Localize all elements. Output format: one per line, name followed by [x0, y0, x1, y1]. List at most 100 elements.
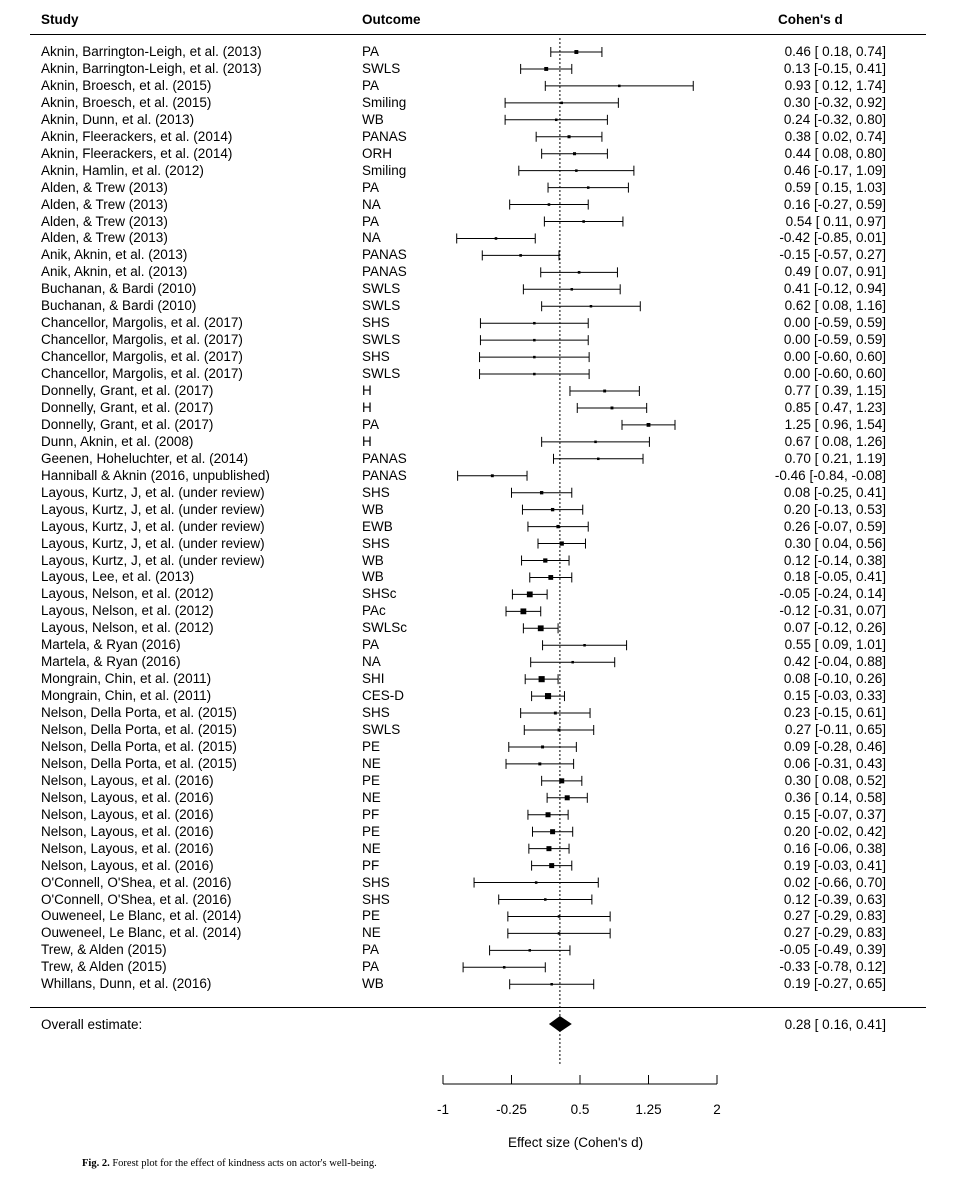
study-name: Nelson, Layous, et al. (2016)	[41, 840, 214, 856]
effect-ci-text: -0.12 [-0.31, 0.07]	[779, 603, 886, 619]
effect-point	[544, 66, 549, 71]
effect-ci-text: 0.38 [ 0.02, 0.74]	[784, 128, 886, 144]
effect-ci-text: 0.30 [-0.32, 0.92]	[783, 94, 886, 110]
effect-ci-text: 0.09 [-0.28, 0.46]	[783, 738, 886, 754]
study-name: Martela, & Ryan (2016)	[41, 637, 181, 653]
outcome-name: SWLS	[362, 332, 401, 348]
effect-point	[533, 338, 536, 342]
outcome-name: SHS	[362, 484, 390, 500]
study-name: Nelson, Layous, et al. (2016)	[41, 857, 214, 873]
effect-point	[557, 728, 561, 732]
outcome-name: PF	[362, 857, 380, 873]
caption-label: Fig. 2.	[82, 1158, 110, 1169]
outcome-name: SHS	[362, 315, 390, 331]
outcome-name: PA	[362, 179, 380, 195]
table-row: Nelson, Layous, et al. (2016) PE 0.20 [-0.…	[0, 823, 956, 840]
outcome-name: SWLS	[362, 60, 401, 76]
effect-point	[557, 915, 561, 918]
table-row: Dunn, Aknin, et al. (2008) H 0.67 [ 0.08, …	[0, 433, 956, 450]
table-row: Layous, Lee, et al. (2013) WB 0.18 [-0.05,…	[0, 568, 956, 585]
table-row: Aknin, Dunn, et al. (2013) WB 0.24 [-0.32,…	[0, 111, 956, 128]
study-name: O'Connell, O'Shea, et al. (2016)	[41, 874, 232, 890]
effect-ci-text: 1.25 [ 0.96, 1.54]	[784, 416, 886, 432]
study-name: Nelson, Layous, et al. (2016)	[41, 823, 214, 839]
study-name: Donnelly, Grant, et al. (2017)	[41, 383, 214, 398]
effect-ci-text: 0.27 [-0.11, 0.65]	[784, 722, 886, 737]
outcome-name: WB	[362, 569, 384, 585]
effect-ci-text: 0.41 [-0.12, 0.94]	[783, 281, 886, 297]
figure-caption: Fig. 2. Forest plot for the effect of ki…	[82, 1158, 377, 1169]
effect-point	[597, 457, 600, 461]
table-row: Layous, Kurtz, J, et al. (under review) S…	[0, 484, 956, 501]
outcome-name: SWLS	[362, 298, 401, 314]
effect-point	[570, 288, 574, 291]
outcome-name: PE	[362, 823, 381, 839]
effect-point	[520, 608, 527, 615]
study-name: Nelson, Layous, et al. (2016)	[41, 806, 214, 822]
effect-point	[494, 237, 498, 240]
outcome-name: SWLS	[362, 366, 401, 382]
study-name: Dunn, Aknin, et al. (2008)	[41, 433, 194, 449]
effect-point	[550, 983, 553, 986]
outcome-name: PANAS	[362, 450, 407, 466]
effect-ci-text: 0.00 [-0.59, 0.59]	[783, 332, 886, 348]
table-row: Nelson, Layous, et al. (2016) NE 0.36 [ 0.…	[0, 789, 956, 806]
study-name: Mongrain, Chin, et al. (2011)	[41, 688, 212, 704]
effect-point	[594, 440, 597, 444]
effect-point	[567, 135, 571, 139]
effect-ci-text: -0.46 [-0.84, -0.08]	[774, 467, 886, 483]
outcome-name: SWLSc	[362, 620, 408, 636]
study-name: Hanniball & Aknin (2016, unpublished)	[41, 467, 270, 483]
outcome-name: H	[362, 383, 372, 398]
outcome-name: PAc	[362, 603, 386, 619]
outcome-name: PANAS	[362, 467, 407, 483]
effect-point	[549, 863, 555, 869]
effect-point	[574, 50, 579, 54]
x-axis-label: Effect size (Cohen's d)	[508, 1135, 644, 1150]
table-row: Geenen, Hoheluchter, et al. (2014) PANAS 0…	[0, 450, 956, 467]
table-row: Ouweneel, Le Blanc, et al. (2014) PE 0.27 …	[0, 907, 956, 924]
effect-ci-text: 0.07 [-0.12, 0.26]	[783, 620, 886, 636]
table-row: Donnelly, Grant, et al. (2017) PA 1.25 [ 0…	[0, 416, 956, 433]
study-name: Aknin, Hamlin, et al. (2012)	[41, 162, 204, 178]
effect-ci-text: 0.93 [ 0.12, 1.74]	[784, 77, 886, 93]
table-row: Nelson, Layous, et al. (2016) PE 0.30 [ 0.…	[0, 772, 956, 789]
effect-ci-text: 0.42 [-0.04, 0.88]	[783, 654, 886, 670]
outcome-name: NA	[362, 196, 381, 212]
study-name: Chancellor, Margolis, et al. (2017)	[41, 332, 243, 348]
outcome-name: NE	[362, 755, 381, 771]
x-tick-label: 2	[713, 1102, 721, 1117]
effect-ci-text: 0.12 [-0.14, 0.38]	[783, 552, 886, 568]
effect-ci-text: -0.15 [-0.57, 0.27]	[779, 247, 886, 263]
effect-point	[533, 321, 536, 325]
study-name: Aknin, Barrington-Leigh, et al. (2013)	[41, 60, 262, 76]
table-row: Nelson, Layous, et al. (2016) PF 0.19 [-0.…	[0, 857, 956, 874]
table-row: Martela, & Ryan (2016) PA 0.55 [ 0.09, 1.0…	[0, 636, 956, 653]
effect-ci-text: -0.05 [-0.24, 0.14]	[779, 586, 886, 602]
effect-point	[519, 254, 522, 257]
effect-ci-text: -0.42 [-0.85, 0.01]	[779, 230, 886, 246]
effect-point	[583, 644, 586, 647]
effect-ci-text: 0.24 [-0.32, 0.80]	[783, 111, 886, 127]
outcome-name: NA	[362, 654, 381, 670]
effect-point	[537, 625, 544, 632]
table-row: Nelson, Della Porta, et al. (2015) PE 0.09…	[0, 738, 956, 755]
effect-ci-text: 0.49 [ 0.07, 0.91]	[784, 264, 886, 280]
study-name: Nelson, Layous, et al. (2016)	[41, 772, 214, 788]
outcome-name: PANAS	[362, 128, 407, 144]
table-row: Anik, Aknin, et al. (2013) PANAS -0.15 [-0…	[0, 246, 956, 263]
effect-ci-text: -0.33 [-0.78, 0.12]	[779, 959, 886, 975]
study-name: Aknin, Fleerackers, et al. (2014)	[41, 128, 233, 144]
outcome-name: NA	[362, 230, 381, 246]
effect-ci-text: 0.27 [-0.29, 0.83]	[783, 925, 886, 941]
effect-ci-text: 0.19 [-0.03, 0.41]	[783, 857, 886, 873]
study-name: Layous, Kurtz, J, et al. (under review)	[41, 501, 265, 517]
effect-point	[539, 491, 544, 495]
effect-point	[618, 84, 621, 88]
table-row: Buchanan, & Bardi (2010) SWLS 0.62 [ 0.08,…	[0, 297, 956, 314]
table-row: Layous, Kurtz, J, et al. (under review) W…	[0, 501, 956, 518]
table-row: O'Connell, O'Shea, et al. (2016) SHS 0.02 …	[0, 874, 956, 891]
outcome-name: SHS	[362, 874, 390, 890]
effect-ci-text: 0.46 [-0.17, 1.09]	[783, 162, 886, 178]
study-name: Ouweneel, Le Blanc, et al. (2014)	[41, 925, 242, 941]
